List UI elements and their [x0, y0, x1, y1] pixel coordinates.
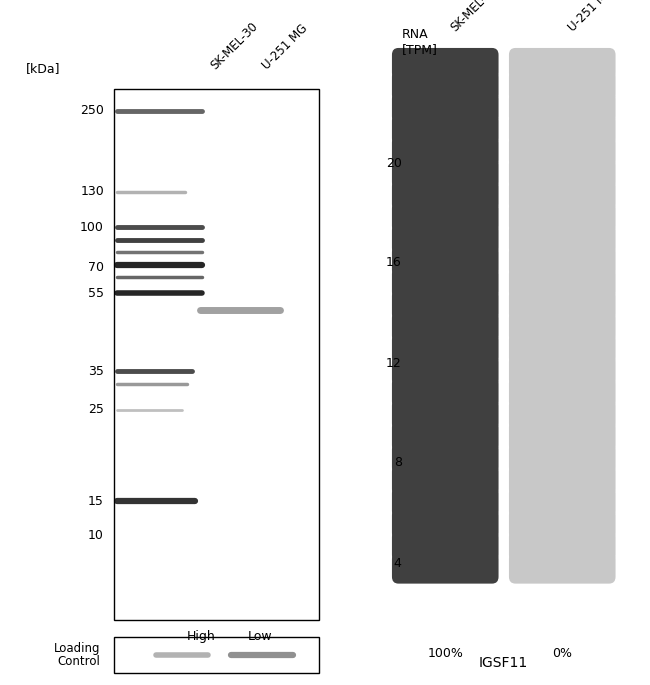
Text: IGSF11: IGSF11: [479, 656, 528, 670]
FancyBboxPatch shape: [509, 136, 616, 167]
FancyBboxPatch shape: [392, 486, 499, 518]
FancyBboxPatch shape: [509, 267, 616, 299]
FancyBboxPatch shape: [392, 92, 499, 123]
Bar: [114, 637, 318, 673]
FancyBboxPatch shape: [509, 311, 616, 342]
Text: Control: Control: [58, 655, 101, 667]
FancyBboxPatch shape: [509, 399, 616, 430]
FancyBboxPatch shape: [392, 464, 499, 496]
Text: Low: Low: [248, 630, 272, 643]
Text: 8: 8: [394, 456, 402, 469]
FancyBboxPatch shape: [509, 201, 616, 233]
FancyBboxPatch shape: [509, 464, 616, 496]
Text: [kDa]: [kDa]: [26, 62, 60, 75]
Text: 25: 25: [88, 403, 104, 416]
Text: 12: 12: [386, 357, 402, 369]
Text: 20: 20: [386, 157, 402, 169]
Text: SK-MEL-30: SK-MEL-30: [208, 20, 261, 72]
FancyBboxPatch shape: [392, 158, 499, 189]
FancyBboxPatch shape: [392, 530, 499, 562]
Text: 35: 35: [88, 365, 104, 377]
Text: High: High: [187, 630, 216, 643]
FancyBboxPatch shape: [509, 48, 616, 79]
Text: 0%: 0%: [552, 647, 572, 660]
FancyBboxPatch shape: [509, 443, 616, 474]
FancyBboxPatch shape: [392, 114, 499, 145]
Text: 55: 55: [88, 287, 104, 299]
FancyBboxPatch shape: [392, 552, 499, 584]
FancyBboxPatch shape: [392, 399, 499, 430]
FancyBboxPatch shape: [509, 223, 616, 255]
FancyBboxPatch shape: [392, 443, 499, 474]
Text: U-251 MG: U-251 MG: [566, 0, 616, 34]
FancyBboxPatch shape: [509, 530, 616, 562]
FancyBboxPatch shape: [509, 289, 616, 321]
FancyBboxPatch shape: [509, 158, 616, 189]
Text: 4: 4: [394, 557, 402, 569]
FancyBboxPatch shape: [509, 245, 616, 277]
FancyBboxPatch shape: [392, 311, 499, 342]
FancyBboxPatch shape: [509, 486, 616, 518]
Text: 16: 16: [386, 256, 402, 269]
FancyBboxPatch shape: [392, 70, 499, 101]
FancyBboxPatch shape: [509, 552, 616, 584]
Text: U-251 MG: U-251 MG: [260, 21, 311, 72]
Text: 100: 100: [80, 221, 104, 234]
FancyBboxPatch shape: [509, 92, 616, 123]
FancyBboxPatch shape: [509, 355, 616, 386]
FancyBboxPatch shape: [392, 48, 499, 79]
FancyBboxPatch shape: [392, 267, 499, 299]
FancyBboxPatch shape: [392, 245, 499, 277]
FancyBboxPatch shape: [392, 223, 499, 255]
FancyBboxPatch shape: [392, 377, 499, 408]
Text: 250: 250: [80, 105, 104, 117]
FancyBboxPatch shape: [509, 179, 616, 211]
Text: [TPM]: [TPM]: [402, 43, 437, 55]
FancyBboxPatch shape: [509, 333, 616, 364]
Text: 100%: 100%: [427, 647, 463, 660]
FancyBboxPatch shape: [392, 508, 499, 540]
FancyBboxPatch shape: [392, 136, 499, 167]
Text: 130: 130: [80, 186, 104, 198]
Text: SK-MEL-30: SK-MEL-30: [448, 0, 501, 34]
Text: 10: 10: [88, 530, 104, 542]
Text: Loading: Loading: [54, 643, 101, 655]
FancyBboxPatch shape: [392, 179, 499, 211]
Bar: [114, 89, 318, 620]
FancyBboxPatch shape: [392, 333, 499, 364]
FancyBboxPatch shape: [392, 355, 499, 386]
FancyBboxPatch shape: [392, 289, 499, 321]
FancyBboxPatch shape: [509, 508, 616, 540]
FancyBboxPatch shape: [392, 421, 499, 452]
Text: RNA: RNA: [402, 28, 428, 40]
FancyBboxPatch shape: [509, 377, 616, 408]
Text: 70: 70: [88, 261, 104, 273]
FancyBboxPatch shape: [509, 70, 616, 101]
FancyBboxPatch shape: [509, 421, 616, 452]
FancyBboxPatch shape: [509, 114, 616, 145]
FancyBboxPatch shape: [392, 201, 499, 233]
Text: 15: 15: [88, 495, 104, 508]
